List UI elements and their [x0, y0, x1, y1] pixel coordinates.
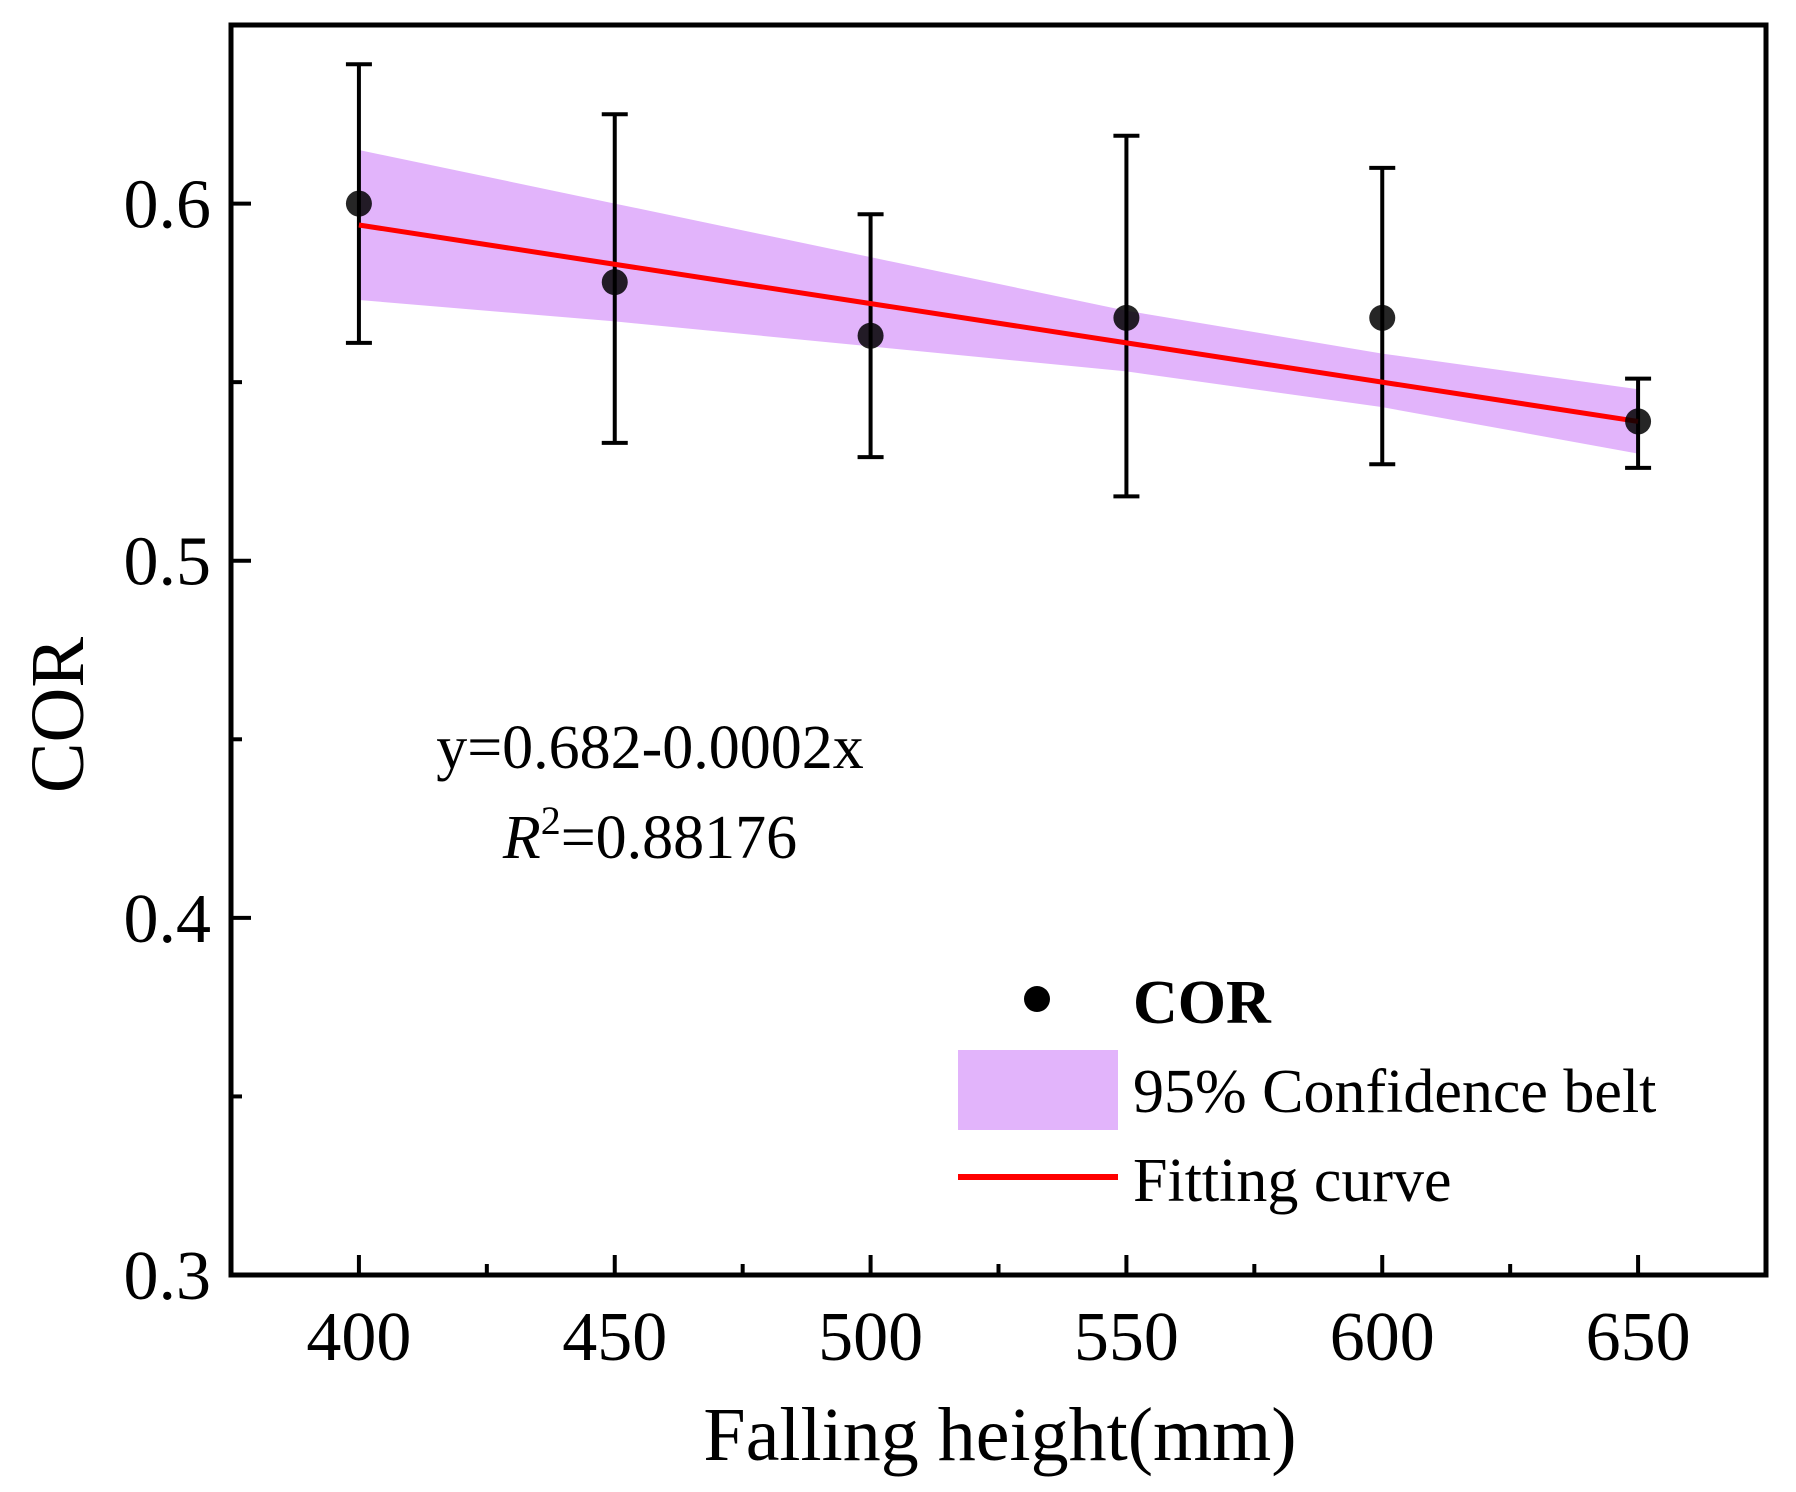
x-tick-label-400: 400 — [306, 1299, 411, 1376]
y-axis-ticks: 0.3 0.4 0.5 0.6 — [124, 167, 251, 1315]
r2-exponent: 2 — [541, 798, 561, 843]
legend-band-swatch — [958, 1050, 1118, 1130]
fitting-curve-line — [358, 222, 1639, 424]
x-tick-label-450: 450 — [562, 1299, 667, 1376]
y-tick-label-0.4: 0.4 — [124, 881, 212, 958]
legend: COR 95% Confidence belt Fitting curve — [958, 969, 1656, 1215]
y-tick-label-0.3: 0.3 — [124, 1238, 212, 1315]
legend-cor-label: COR — [1133, 969, 1272, 1037]
x-tick-label-500: 500 — [818, 1299, 923, 1376]
fitting-line-layer — [358, 222, 1639, 424]
y-axis-title: COR — [16, 637, 100, 794]
legend-line-label: Fitting curve — [1133, 1147, 1452, 1215]
r2-symbol: R — [502, 804, 541, 872]
legend-cor-marker — [1024, 986, 1050, 1012]
data-point-450 — [601, 269, 628, 296]
r-squared-annotation: R2=0.88176 — [502, 798, 797, 872]
confidence-band-layer — [358, 150, 1639, 454]
data-point-500 — [857, 322, 884, 349]
x-tick-label-650: 650 — [1586, 1299, 1691, 1376]
x-tick-label-600: 600 — [1330, 1299, 1435, 1376]
legend-band-label: 95% Confidence belt — [1133, 1058, 1656, 1126]
data-point-550 — [1113, 304, 1140, 331]
y-tick-label-0.6: 0.6 — [124, 167, 212, 244]
x-tick-label-550: 550 — [1074, 1299, 1179, 1376]
confidence-band — [358, 150, 1639, 454]
x-axis-title: Falling height(mm) — [703, 1393, 1296, 1477]
data-point-650 — [1625, 408, 1652, 435]
data-point-400 — [345, 190, 372, 217]
y-tick-label-0.5: 0.5 — [124, 524, 212, 601]
r2-value: =0.88176 — [561, 804, 797, 872]
data-point-600 — [1369, 304, 1396, 331]
data-points-layer — [345, 190, 1652, 435]
fit-equation: y=0.682-0.0002x — [436, 714, 864, 782]
x-axis-ticks: 400 450 500 550 600 650 — [306, 1255, 1691, 1376]
